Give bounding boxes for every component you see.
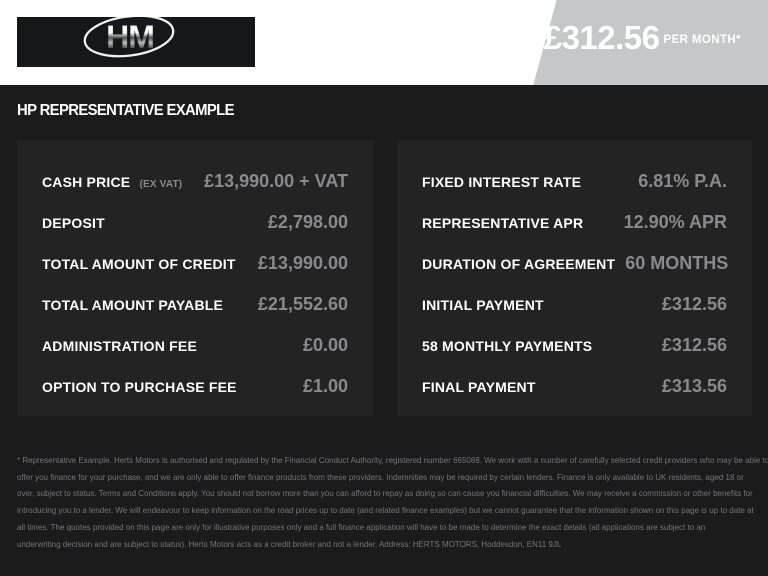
svg-text:HM: HM [106, 19, 154, 55]
